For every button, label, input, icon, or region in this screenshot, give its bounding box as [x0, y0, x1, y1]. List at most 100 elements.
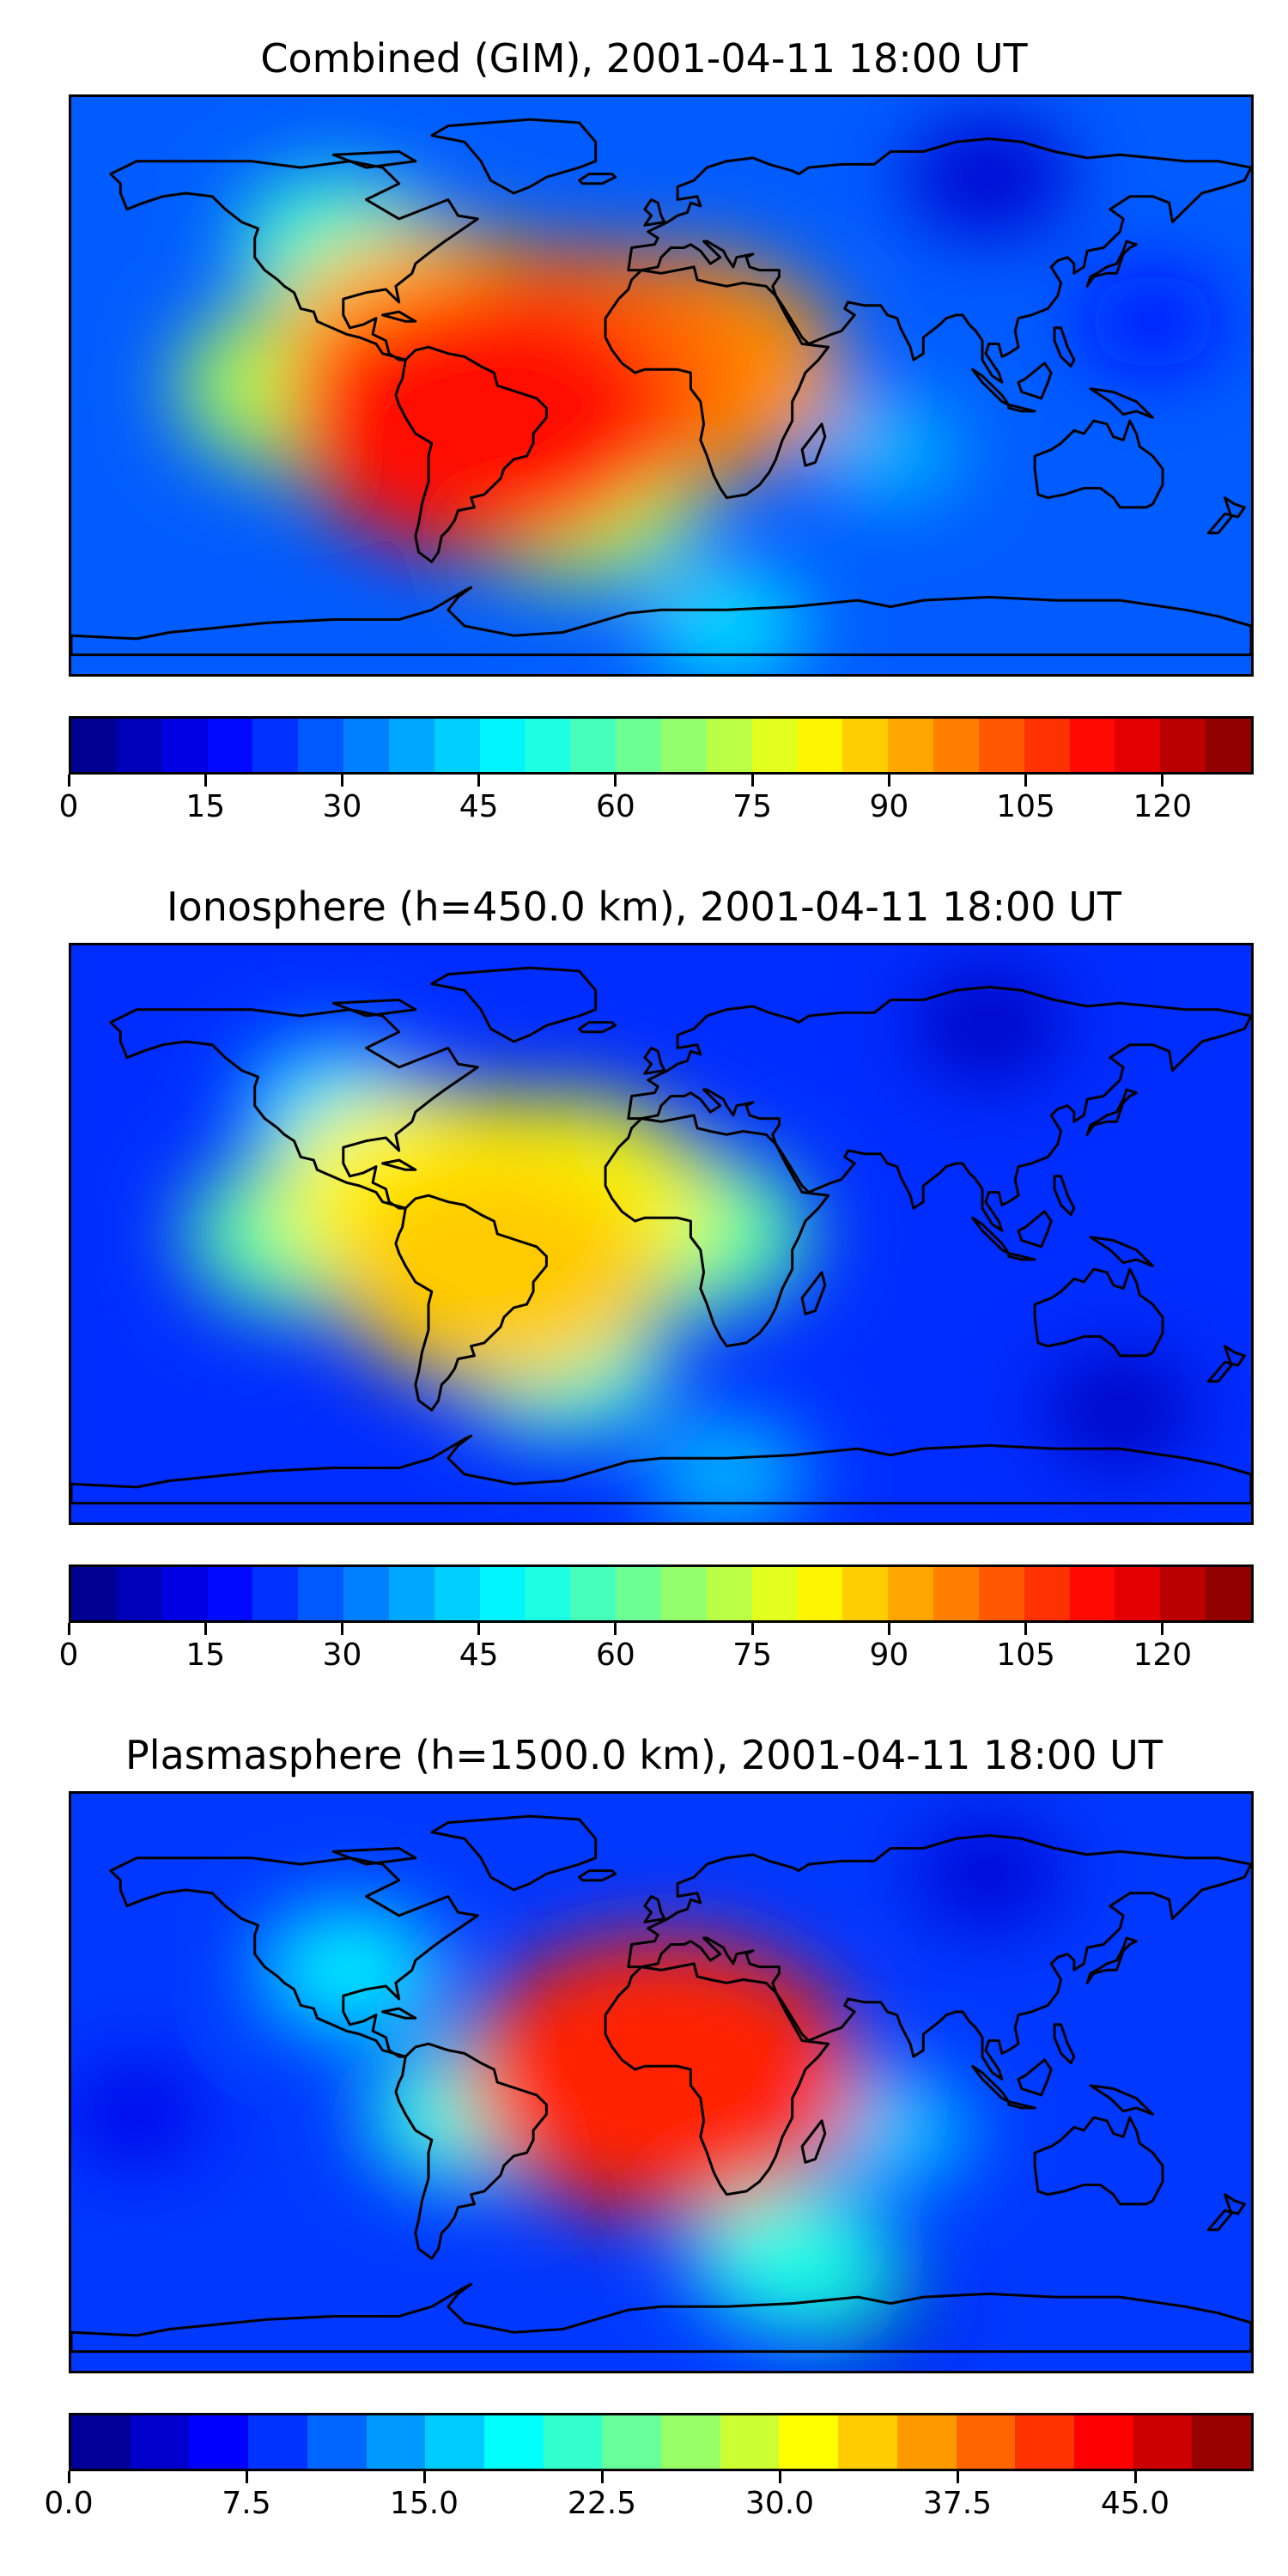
coastline-5 — [71, 2282, 1251, 2354]
coastline-2 — [604, 1962, 830, 2196]
colorbar-cell — [71, 2415, 131, 2469]
coastline-14 — [578, 1021, 617, 1034]
colorbar-cell — [1015, 2415, 1074, 2469]
coastline-15 — [1206, 496, 1246, 535]
coastline-8 — [1085, 240, 1138, 288]
coastline-17 — [1053, 326, 1076, 368]
colorbar-cell — [616, 719, 661, 772]
colorbar-cell — [343, 719, 389, 772]
coastline-10 — [971, 368, 1011, 406]
colorbar-cell — [425, 2415, 484, 2469]
colorbar-tick-label: 0 — [58, 1637, 79, 1673]
field-feature-pacific — [71, 2065, 207, 2163]
colorbar-tick-label: 0 — [58, 789, 79, 824]
colorbar-cell — [252, 1567, 299, 1620]
colorbar-tick-mark — [245, 2471, 248, 2483]
colorbar-cell — [161, 1567, 208, 1620]
colorbar-cell — [797, 719, 843, 772]
field-feature-siberia — [913, 972, 1065, 1078]
colorbar-tick-label: 30.0 — [744, 2486, 815, 2521]
panel-3-map-svg — [71, 1794, 1251, 2371]
colorbar-tick-mark — [778, 2471, 781, 2483]
coastlines — [71, 118, 1251, 657]
coastlines — [71, 966, 1251, 1505]
colorbar-cell — [1024, 719, 1070, 772]
colorbar-cell — [161, 719, 208, 772]
colorbar-tick-mark — [750, 1623, 754, 1635]
colorbar-cell — [896, 2415, 957, 2469]
coastline-0 — [109, 160, 479, 361]
colorbar-cell — [1206, 1567, 1251, 1620]
colorbar-tick-label: 75 — [732, 789, 773, 824]
field-feature-southern-ocean — [691, 2188, 893, 2330]
coastline-4 — [1033, 419, 1164, 509]
coastline-3 — [627, 986, 1251, 1232]
colorbar-cell — [71, 1567, 117, 1620]
field-blobs — [71, 1822, 1063, 2362]
colorbar-cell — [189, 2415, 249, 2469]
colorbar-tick-mark — [340, 775, 343, 787]
coastline-4 — [1033, 2116, 1164, 2206]
coastline-16 — [381, 310, 417, 323]
colorbar-cell — [1133, 2415, 1193, 2469]
colorbar-tick-mark — [887, 775, 890, 787]
colorbar-tick-mark — [600, 2471, 604, 2483]
coastline-14 — [578, 173, 617, 185]
colorbar-cell — [751, 1567, 798, 1620]
coastline-9 — [800, 422, 827, 467]
colorbar-tick-mark — [67, 2471, 70, 2483]
panel-1-map-svg — [71, 97, 1251, 674]
coastline-9 — [800, 2119, 827, 2164]
colorbar-tick-label: 60 — [596, 789, 635, 824]
field-feature-southern-ocean — [1044, 1357, 1196, 1463]
panel-1-map — [69, 94, 1254, 677]
panel-1-colorbar-ticks: 0 15 30 45 60 75 90 105 120 — [59, 775, 1254, 826]
panel-3-colorbar — [69, 2413, 1254, 2471]
coastline-6 — [430, 118, 598, 195]
coastline-18 — [331, 999, 417, 1018]
colorbar-cell — [661, 2415, 720, 2469]
colorbar-tick-label: 37.5 — [922, 2486, 993, 2521]
colorbar-cell — [434, 719, 480, 772]
coastline-17 — [1053, 2023, 1076, 2065]
colorbar-cell — [842, 719, 889, 772]
colorbar-tick-label: 15 — [185, 1637, 226, 1673]
coastline-2 — [604, 1114, 830, 1348]
coastline-13 — [1089, 1236, 1154, 1267]
colorbar-cell — [1069, 1567, 1115, 1620]
coastline-5 — [71, 586, 1251, 657]
colorbar-cell — [1160, 719, 1206, 772]
colorbar-tick-mark — [614, 775, 617, 787]
colorbar-tick-mark — [422, 2471, 426, 2483]
colorbar-tick-mark — [204, 1623, 207, 1635]
coastline-12 — [1017, 2058, 1053, 2097]
colorbar-tick-label: 15.0 — [389, 2486, 459, 2521]
coastline-8 — [1085, 1088, 1138, 1136]
coastline-1 — [394, 1194, 548, 1412]
colorbar-cell — [706, 1567, 752, 1620]
colorbar-tick-label: 60 — [596, 1637, 635, 1673]
colorbar-cell — [1192, 2415, 1251, 2469]
coastline-18 — [331, 1847, 417, 1866]
panel-2-map-svg — [71, 945, 1251, 1522]
colorbar-cell — [838, 2415, 897, 2469]
colorbar-tick-label: 120 — [1133, 789, 1193, 824]
coastline-9 — [800, 1271, 827, 1315]
panel-1-colorbar — [69, 716, 1254, 775]
field-feature-brazil — [332, 1157, 663, 1388]
coastline-8 — [1085, 1936, 1138, 1984]
colorbar-cell — [1069, 719, 1115, 772]
colorbar-tick-mark — [750, 775, 754, 787]
coastline-7 — [643, 1895, 666, 1923]
colorbar-cell — [130, 2415, 190, 2469]
coastline-11 — [1007, 2099, 1036, 2110]
colorbar-cell — [298, 719, 344, 772]
coastline-3 — [627, 137, 1251, 384]
coastline-16 — [381, 2007, 417, 2020]
colorbar-cell — [978, 719, 1024, 772]
coastline-7 — [643, 198, 666, 227]
colorbar-cell — [525, 1567, 571, 1620]
field-feature-antarctic-coast — [644, 1416, 810, 1522]
colorbar-cell — [978, 1567, 1024, 1620]
coastline-5 — [71, 1434, 1251, 1505]
